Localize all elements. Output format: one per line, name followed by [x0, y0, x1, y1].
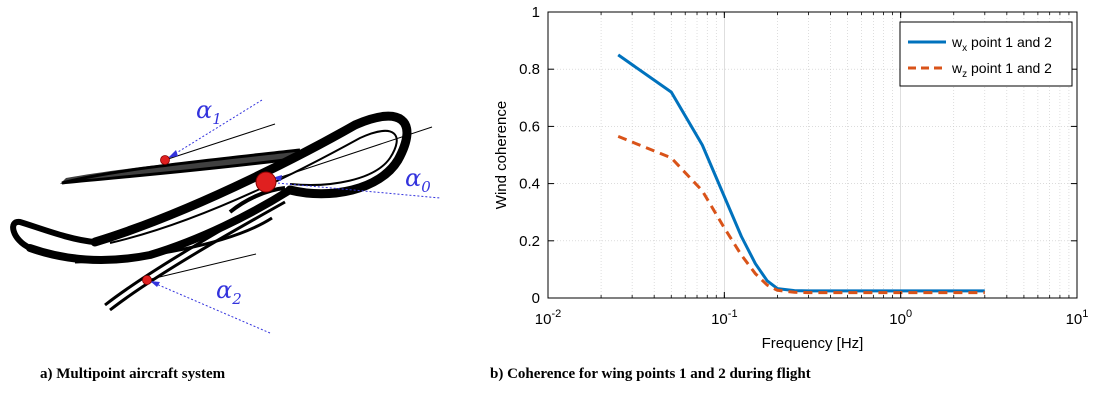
x-axis-label: Frequency [Hz] — [762, 335, 864, 352]
aircraft-outline — [10, 111, 412, 312]
point-0 — [255, 171, 277, 193]
series-line-2 — [617, 135, 985, 295]
label-alpha2: α2 — [216, 276, 242, 308]
label-alpha0: α0 — [405, 164, 431, 196]
label-alpha1: α1 — [196, 96, 222, 128]
arrowhead-2 — [150, 281, 160, 287]
legend-entry: wz point 1 and 2 — [951, 60, 1052, 80]
point-2 — [142, 275, 152, 285]
y-tick-label: 1 — [532, 4, 540, 21]
lower-wing — [104, 194, 286, 312]
axis-ticks: 0 0.2 0.4 0.6 0.8 1 10-2 10-1 100 101 — [519, 4, 1088, 328]
y-tick-label: 0 — [532, 290, 540, 307]
upper-wing-fill — [60, 150, 300, 184]
flow-line-0 — [265, 181, 441, 199]
x-tick-label: 101 — [1066, 308, 1089, 328]
x-tick-label: 10-2 — [535, 308, 561, 328]
flow-line-1 — [164, 99, 263, 161]
series-lines — [617, 53, 985, 295]
aircraft-diagram: α1 α0 α2 — [10, 96, 441, 334]
y-tick-label: 0.6 — [519, 118, 540, 135]
ref-line-0 — [265, 126, 433, 183]
legend-box — [899, 21, 1073, 87]
x-tick-label: 10-1 — [711, 308, 737, 328]
tail-fin — [74, 216, 273, 264]
legend: wx point 1 and 2 wz point 1 and 2 — [899, 21, 1073, 87]
plot-frame — [547, 11, 1078, 299]
fuselage-upper — [90, 111, 412, 247]
y-tick-label: 0.4 — [519, 176, 540, 193]
arrowhead-0 — [272, 175, 282, 181]
coherence-chart: 0 0.2 0.4 0.6 0.8 1 10-2 10-1 100 101 Frequency [… — [493, 4, 1088, 352]
caption-a: a) Multipoint aircraft system — [40, 366, 226, 382]
ref-line-1 — [164, 123, 276, 161]
y-tick-label: 0.8 — [519, 61, 540, 78]
lower-wing-strut — [228, 186, 286, 214]
ref-line-2 — [146, 253, 257, 281]
y-axis-label: Wind coherence — [493, 101, 510, 209]
point-1 — [160, 155, 170, 165]
series-line-1 — [617, 53, 985, 293]
arrowhead-1 — [168, 150, 178, 158]
x-tick-label: 100 — [889, 308, 912, 328]
legend-entry: wx point 1 and 2 — [951, 34, 1052, 54]
y-tick-label: 0.2 — [519, 233, 540, 250]
nose — [10, 218, 98, 251]
fuselage-inner — [109, 129, 398, 244]
caption-b: b) Coherence for wing points 1 and 2 dur… — [490, 366, 811, 382]
